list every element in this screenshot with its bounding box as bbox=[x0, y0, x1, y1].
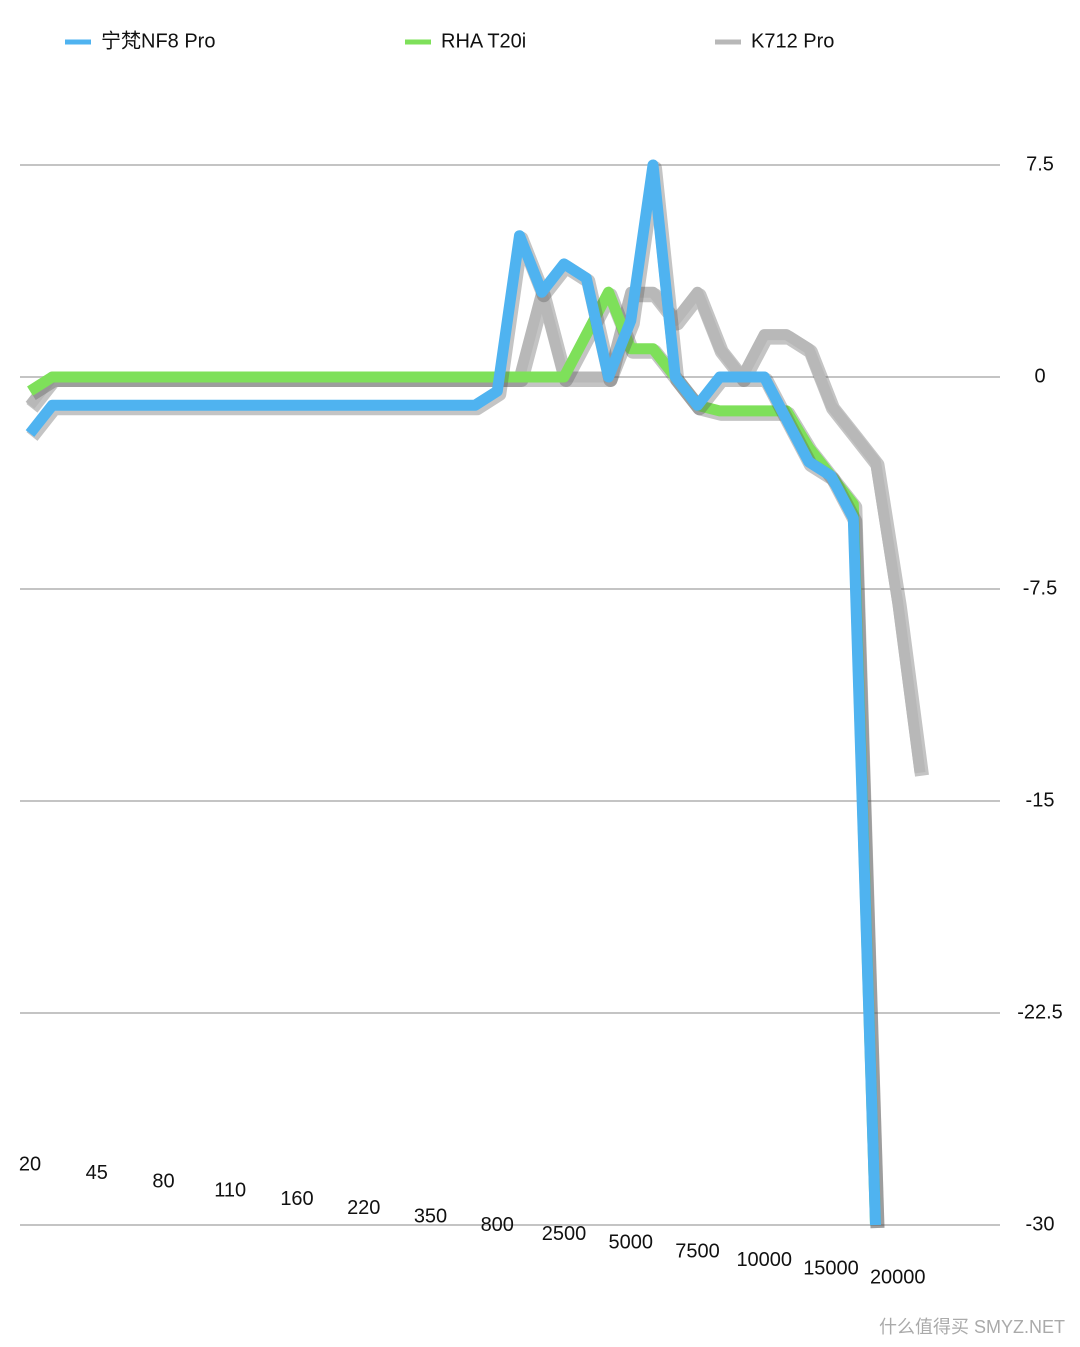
x-tick-label: 15000 bbox=[803, 1258, 859, 1280]
y-tick-label: 0 bbox=[1034, 365, 1045, 387]
x-tick-label: 160 bbox=[280, 1188, 313, 1210]
x-tick-label: 350 bbox=[414, 1205, 447, 1227]
x-tick-label: 7500 bbox=[675, 1240, 720, 1262]
series-shadow bbox=[28, 288, 885, 1229]
y-tick-label: -15 bbox=[1026, 789, 1055, 811]
x-tick-label: 20000 bbox=[870, 1266, 926, 1288]
series-line bbox=[25, 159, 881, 1226]
x-tick-label: 2500 bbox=[542, 1223, 587, 1245]
series-shadow bbox=[26, 161, 885, 1229]
y-tick-label: 7.5 bbox=[1026, 153, 1054, 175]
x-tick-label: 800 bbox=[481, 1214, 514, 1236]
x-tick-label: 80 bbox=[152, 1171, 174, 1193]
y-tick-label: -30 bbox=[1026, 1213, 1055, 1235]
series-shadow bbox=[26, 288, 929, 777]
legend-label: K712 Pro bbox=[751, 30, 834, 52]
x-tick-label: 20 bbox=[19, 1153, 41, 1175]
y-tick-label: -7.5 bbox=[1023, 577, 1057, 599]
x-tick-label: 220 bbox=[347, 1197, 380, 1219]
x-tick-label: 5000 bbox=[609, 1232, 654, 1254]
x-tick-label: 110 bbox=[214, 1179, 246, 1201]
watermark: 什么值得买 SMYZ.NET bbox=[879, 1317, 1065, 1337]
series-line bbox=[25, 286, 926, 774]
x-tick-label: 10000 bbox=[736, 1249, 792, 1271]
y-tick-label: -22.5 bbox=[1017, 1001, 1063, 1023]
legend-label: RHA T20i bbox=[441, 30, 526, 52]
legend-label: 宁梵NF8 Pro bbox=[101, 29, 215, 52]
series-line bbox=[27, 286, 881, 1226]
x-tick-label: 45 bbox=[86, 1162, 108, 1184]
